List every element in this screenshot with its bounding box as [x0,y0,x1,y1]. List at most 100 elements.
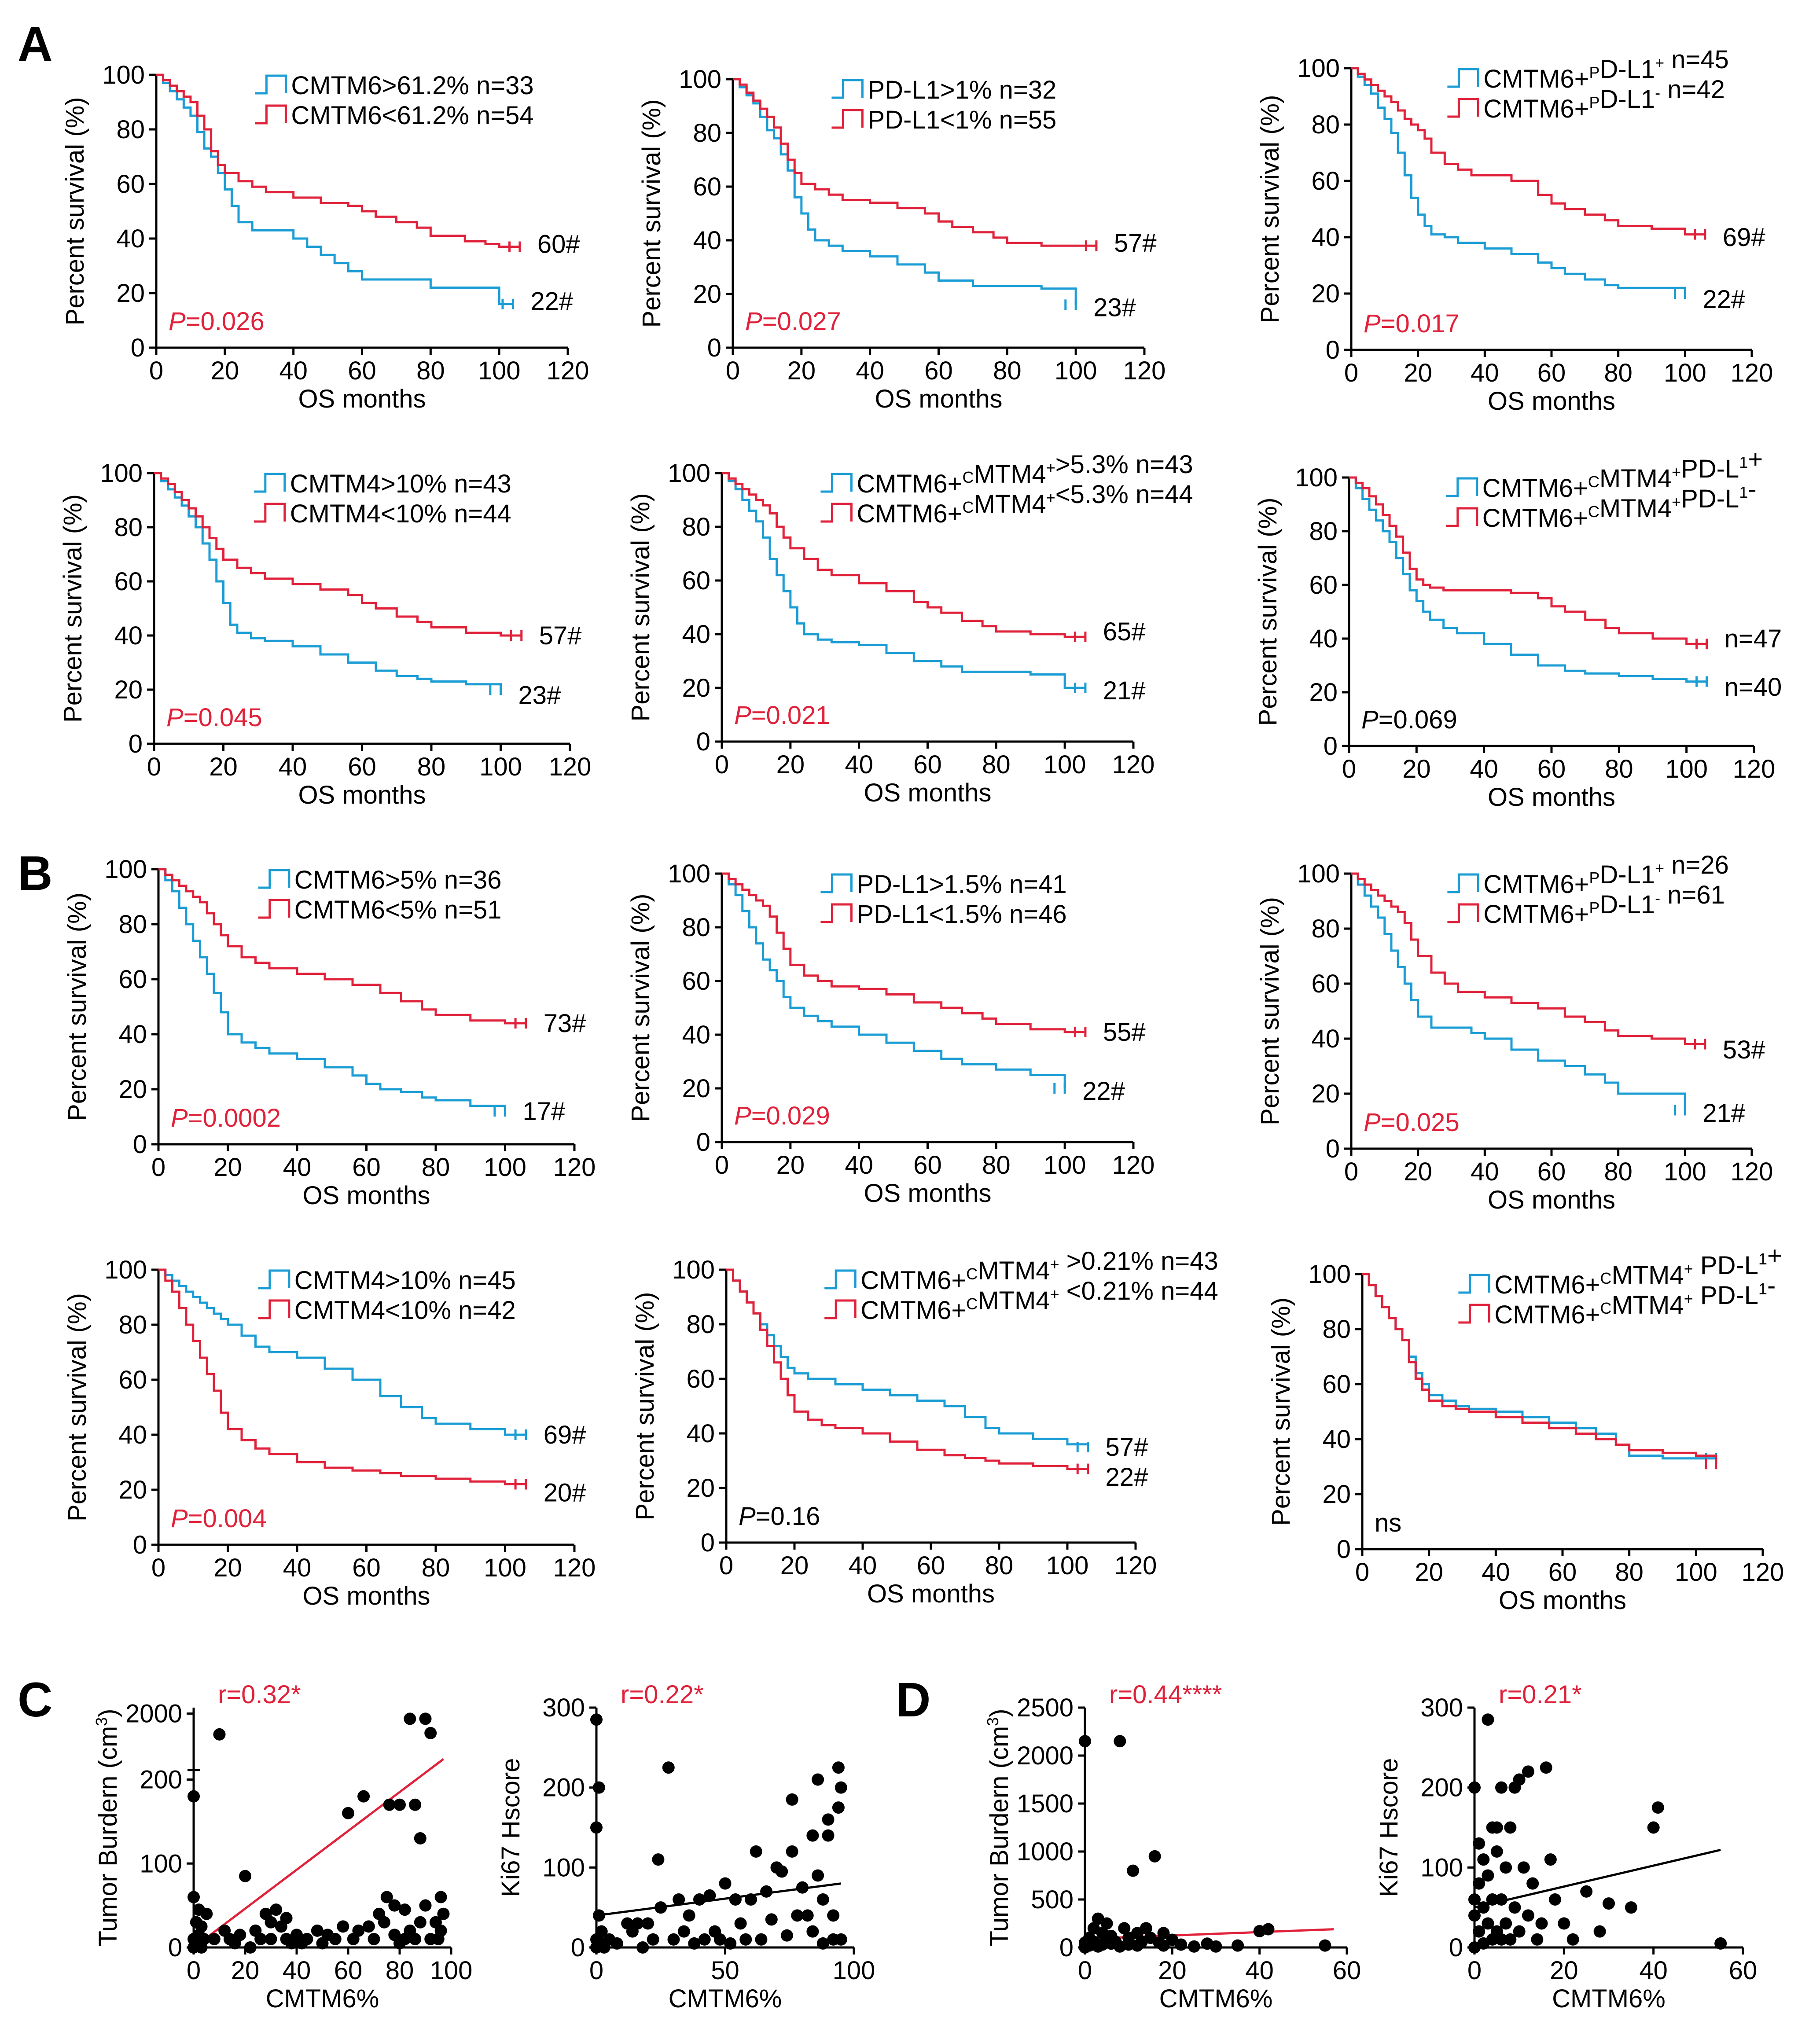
km-row4-col3-x-tick-label: 20 [1415,1558,1443,1587]
sc-C-right-point [592,1781,605,1794]
km-row4-col1-p-number: =0.004 [188,1504,267,1533]
sc-C-left-y-tick-label: 200 [140,1766,182,1794]
km-row4-col1-legend-0-swatch [258,1269,290,1290]
sc-C-left-point [188,1790,200,1803]
km-row2-col3-y-tick-label: 0 [1324,732,1338,760]
km-row2-col1-x-tick-label: 80 [417,753,446,781]
sc-C-left-point [239,1870,251,1882]
km-row2-col2-legend-1-label-sup: + [1046,489,1055,507]
km-row2-col3-legend-0-label-sup: 1 [1739,453,1748,471]
km-row2-col2-legend-1-label-part: CMTM6+ [857,500,962,528]
sc-D-right-point [1558,1917,1570,1930]
km-row1-col2-y-tick-label: 20 [693,280,721,309]
sc-C-left-y-label-sup: 3 [92,1717,110,1726]
km-row2-col3-legend-1-label-part: MTM4 [1599,494,1672,523]
km-row2-col3-p-value: P=0.069 [1361,705,1457,734]
km-row1-col1-legend-1-swatch [255,104,287,125]
km-row4-col2-x-label: OS months [867,1580,995,1608]
km-row4-col1-series-1-end-label: 20# [544,1478,586,1507]
km-row2-col1-legend-0-label: CMTM4>10% n=43 [290,470,511,498]
km-row1-col2-x-tick-label: 120 [1123,356,1166,385]
sc-C-right-point [786,1793,798,1806]
km-row4-col3-y-tick-label: 0 [1337,1535,1351,1564]
km-row3-col1-y-tick-label: 100 [104,855,147,884]
km-row3-col3-y-tick-label: 0 [1326,1135,1340,1163]
km-row3-col1-y-label: Percent survival (%) [63,893,92,1121]
km-row2-col2-legend-1-label-part: <5.3% n=44 [1055,480,1193,509]
sc-D-right-point [1468,1909,1481,1922]
km-row4-col2-legend-0-label-part: CMTM6+ [860,1266,966,1295]
km-row4-col3-legend-1-label-sup: C [1600,1299,1611,1317]
sc-D-right-x-tick-label: 60 [1729,1956,1757,1985]
sc-C-right-point [698,1933,711,1946]
km-row1-col3-p-symbol: P [1364,309,1381,338]
km-row3-col3-p-value: P=0.025 [1364,1108,1460,1137]
sc-C-left-x-tick-label: 60 [334,1956,363,1985]
sc-C-right-point [827,1909,840,1922]
sc-D-left-point [1157,1939,1170,1952]
sc-D-right-point [1477,1853,1490,1866]
km-row3-col3-y-tick-label: 20 [1311,1080,1340,1108]
sc-C-right-point [801,1909,814,1922]
panel-label-a: A [18,17,52,71]
sc-D-right-point [1714,1937,1727,1950]
sc-C-left-point [398,1903,411,1916]
km-row4-col3-legend-1-swatch [1458,1304,1490,1324]
sc-C-left-point [337,1920,349,1933]
km-row2-col1-legend-1-swatch [254,503,286,523]
sc-D-right-point [1531,1933,1544,1946]
km-row4-col1-x-tick-label: 120 [553,1554,596,1582]
km-row3-col1-p-value: P=0.0002 [171,1104,281,1132]
km-row4-col2-y-tick-label: 80 [686,1310,715,1339]
km-row2-col2-p-number: =0.021 [751,701,830,730]
sc-C-right-y-tick-label: 0 [571,1933,585,1962]
km-row2-col3-p-number: =0.069 [1379,705,1457,734]
km-row1-col1-chart: 0 20 40 60 80 100 120 0 20 40 60 80 100 OS months Perc… [61,61,589,413]
km-row4-col2-legend-1-label-sup: + [1050,1285,1059,1303]
sc-C-right-point [816,1937,829,1950]
km-row2-col2-y-label: Percent survival (%) [626,493,655,722]
sc-C-right-point [713,1933,726,1946]
km-row2-col1-series-1-end-label: 57# [539,621,582,650]
km-row4-col1-legend-1-swatch [258,1299,290,1319]
sc-C-left-y-tick-label: 100 [140,1849,182,1878]
km-row3-col3-legend-1-label-sup: P [1589,899,1599,917]
km-row3-col3-chart: 0 20 40 60 80 100 120 0 20 40 60 80 100 OS months Perc… [1256,851,1773,1214]
km-row1-col3-series-0-line [1351,67,1686,294]
km-row2-col3-legend-1-label-part: PD-L [1681,485,1739,513]
km-row3-col1-series-0-line [158,868,506,1111]
km-row3-col3-legend-1-label-part: D-L1 [1599,890,1655,919]
km-row1-col1-y-label: Percent survival (%) [61,97,89,326]
km-row2-col2-x-tick-label: 0 [715,750,729,779]
sc-D-right-point [1473,1877,1485,1890]
sc-C-right-point [652,1853,665,1866]
km-row2-col1-chart: 0 20 40 60 80 100 120 0 20 40 60 80 100 OS months Perc… [59,459,591,809]
km-row2-col3-legend-1-label-sup: + [1672,493,1681,511]
sc-C-right-point [760,1885,773,1898]
km-row1-col1-legend-0-swatch [255,74,287,95]
km-row4-col2-legend-1-label-part: <0.21% n=44 [1059,1277,1218,1305]
sc-D-right-point [1473,1837,1485,1850]
sc-C-left-point [280,1912,293,1925]
km-row1-col3-x-tick-label: 40 [1471,359,1499,387]
km-row2-col3-legend-0-label-part: MTM4 [1599,464,1672,493]
sc-C-left-y-label-end: ) [94,1709,122,1717]
km-row3-col2-x-tick-label: 0 [715,1151,729,1179]
km-row2-col2-y-tick-label: 60 [682,566,710,595]
km-row2-col2-series-1-end-label: 65# [1103,617,1146,646]
sc-D-left-point [1157,1927,1170,1940]
km-row3-col3-series-1-end-label: 53# [1723,1036,1765,1064]
sc-D-right-point [1486,1893,1499,1906]
sc-D-left-y-tick-label: 1500 [1017,1789,1074,1818]
km-row4-col1-x-tick-label: 100 [484,1554,526,1582]
km-row3-col2-legend-0-swatch [820,873,853,893]
km-row2-col1-p-symbol: P [166,703,184,732]
km-row2-col1-y-tick-label: 40 [114,621,143,650]
km-row2-col3-x-label: OS months [1488,783,1615,812]
sc-D-right-y-tick-label: 300 [1420,1694,1463,1722]
km-row3-col2-y-tick-label: 40 [682,1021,710,1049]
sc-C-left-point [208,1932,221,1945]
km-row1-col2-x-tick-label: 60 [924,356,953,385]
km-row4-col3-x-tick-label: 60 [1548,1558,1577,1587]
sc-D-right-point [1468,1781,1481,1794]
